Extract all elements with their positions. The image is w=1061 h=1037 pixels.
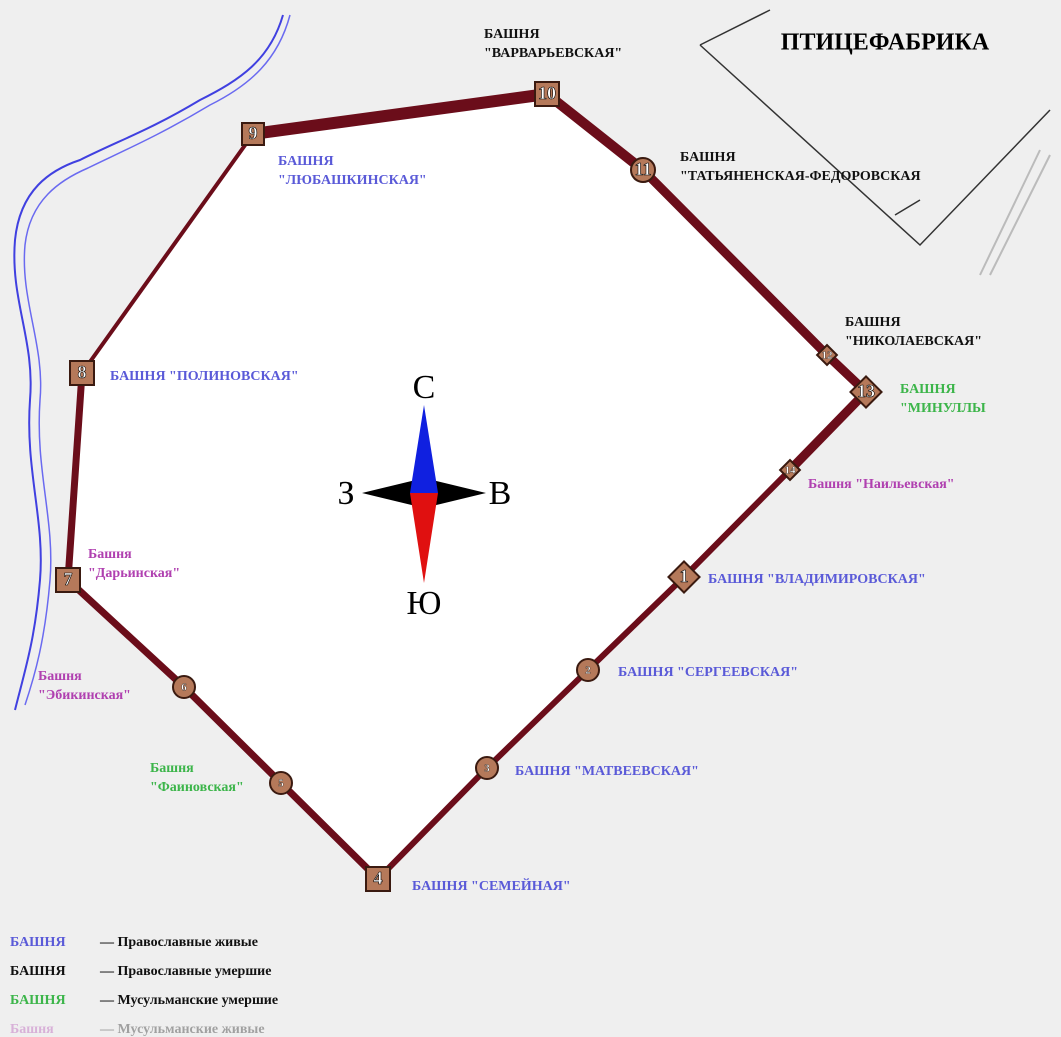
legend-key: БАШНЯ — [10, 993, 66, 1008]
tower-number: 12 — [822, 350, 834, 362]
tower-number: 11 — [634, 159, 651, 179]
tower-label: "МИНУЛЛЫ — [900, 401, 986, 416]
legend-text: — Мусульманские живые — [99, 1022, 265, 1037]
tower-number: 7 — [64, 569, 73, 589]
compass-e: В — [489, 475, 512, 512]
tower-number: 10 — [538, 83, 556, 103]
wall — [375, 765, 490, 882]
wall — [80, 132, 255, 375]
tower-label: БАШНЯ "МАТВЕЕВСКАЯ" — [515, 764, 699, 779]
compass-south — [410, 493, 438, 583]
compass-n: С — [413, 369, 436, 406]
legend-text: — Мусульманские умершие — [99, 993, 278, 1008]
wall — [542, 89, 648, 175]
tower-label: БАШНЯ — [845, 315, 901, 330]
tower-number: 13 — [857, 381, 875, 401]
legend-key: БАШНЯ — [10, 935, 66, 950]
tower-label: Башня — [88, 547, 132, 562]
river-bank — [23, 14, 291, 706]
wall — [585, 574, 687, 673]
tower-label: БАШНЯ "ПОЛИНОВСКАЯ" — [110, 369, 299, 384]
road — [979, 149, 1051, 276]
tower — [365, 866, 391, 892]
tower-number: 5 — [278, 778, 284, 790]
factory-title: ПТИЦЕФАБРИКА — [781, 30, 990, 56]
tower-label: БАШНЯ — [900, 382, 956, 397]
tower-label: БАШНЯ — [680, 150, 736, 165]
tower — [778, 458, 802, 482]
tower-label: "Эбикинская" — [38, 688, 131, 703]
tower-label: "Фаиновская" — [150, 780, 244, 795]
tower — [69, 360, 95, 386]
wall — [785, 387, 871, 475]
tower — [576, 658, 600, 682]
tower — [630, 157, 656, 183]
legend-text: — Православные умершие — [99, 964, 271, 979]
tower-label: БАШНЯ "СЕРГЕЕВСКАЯ" — [618, 665, 798, 680]
tower — [269, 771, 293, 795]
wall — [638, 165, 832, 360]
tower-label: "НИКОЛАЕВСКАЯ" — [845, 334, 982, 349]
tower — [172, 675, 196, 699]
tower — [55, 567, 81, 593]
tower — [667, 560, 701, 594]
factory-outline — [699, 9, 1051, 247]
tower-label: "ЛЮБАШКИНСКАЯ" — [278, 173, 427, 188]
wall — [247, 88, 553, 140]
river — [13, 14, 284, 711]
wall — [180, 683, 285, 787]
tower — [849, 375, 883, 409]
legend-text: — Православные живые — [99, 935, 258, 950]
tower-number: 1 — [680, 566, 689, 586]
tower — [475, 756, 499, 780]
compass-w: З — [337, 475, 354, 512]
compass-s: Ю — [407, 585, 442, 622]
wall — [64, 369, 86, 584]
wall — [484, 667, 591, 771]
tower-label: БАШНЯ — [278, 154, 334, 169]
compass: С Ю З В — [337, 369, 511, 622]
tower-number: 2 — [585, 665, 591, 677]
compass-north — [410, 405, 438, 493]
tower-number: 9 — [249, 123, 258, 143]
tower-label: Башня "Наильевская" — [808, 477, 955, 492]
tower-number: 8 — [78, 362, 87, 382]
wall — [277, 779, 382, 883]
tower-label: "ТАТЬЯНЕНСКАЯ-ФЕДОРОВСКАЯ — [680, 169, 921, 184]
legend-key: БАШНЯ — [10, 964, 66, 979]
tower-label: БАШНЯ — [484, 27, 540, 42]
tower — [241, 122, 265, 146]
tower-label: Башня — [150, 761, 194, 776]
tower-label: Башня — [38, 669, 82, 684]
wall — [681, 467, 793, 580]
tower-label: БАШНЯ "ВЛАДИМИРОВСКАЯ" — [708, 572, 926, 587]
tower-label: БАШНЯ "СЕМЕЙНАЯ" — [412, 877, 571, 894]
tower-number: 6 — [181, 682, 187, 694]
fortress-interior — [68, 94, 866, 879]
tower — [534, 81, 560, 107]
tower-number: 4 — [374, 868, 383, 888]
tower-number: 3 — [484, 763, 490, 775]
tower-label: "ВАРВАРЬЕВСКАЯ" — [484, 46, 622, 61]
tower — [815, 343, 839, 367]
tower-label: "Дарьинская" — [88, 566, 180, 581]
tower-number: 14 — [785, 465, 797, 477]
legend-key: Башня — [10, 1022, 54, 1037]
wall — [64, 576, 188, 691]
